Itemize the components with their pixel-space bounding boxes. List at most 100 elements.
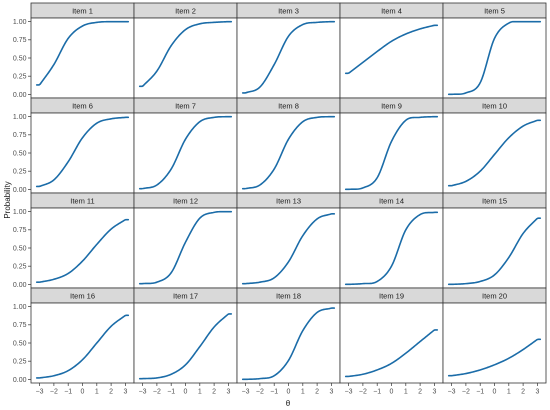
x-tick-label: 2: [315, 389, 319, 396]
facet-panel: Item 12: [133, 192, 238, 289]
x-tick-label: 0: [184, 389, 188, 396]
x-tick-label: −2: [153, 389, 161, 396]
y-tick-label: 0.50: [13, 55, 27, 62]
facet-strip-label: Item 12: [173, 197, 198, 206]
plot-panel: [236, 112, 341, 194]
series-line: [138, 20, 233, 88]
series-line: [344, 24, 439, 75]
facet-strip-label: Item 18: [276, 292, 301, 301]
x-tick-label: −1: [373, 389, 381, 396]
x-axis-title: θ: [286, 399, 291, 408]
facet-strip-label: Item 2: [175, 7, 196, 16]
y-tick-label: 0.50: [13, 245, 27, 252]
x-tick-label: 0: [287, 389, 291, 396]
facet-strip-label: Item 20: [482, 292, 507, 301]
y-tick-label: 1.00: [13, 114, 27, 121]
y-tick-label: 0.25: [13, 264, 27, 271]
x-tick-label: 1: [198, 389, 202, 396]
y-tick-label: 0.25: [13, 169, 27, 176]
facet-strip-label: Item 5: [484, 7, 505, 16]
x-tick-label: 1: [404, 389, 408, 396]
plot-panel: [133, 112, 238, 194]
facet-strip-label: Item 9: [381, 102, 402, 111]
plot-panel: [30, 112, 135, 194]
x-tick-label: 2: [109, 389, 113, 396]
facet-panel: Item 13: [236, 192, 341, 289]
y-tick-label: 0.00: [13, 92, 27, 99]
series-line: [241, 307, 336, 381]
plot-panel: [339, 207, 444, 289]
facet-panel: Item 16 0.00 0.25 0.50 0.75 1.00 −3 −2 −1 0 1 2 3: [13, 287, 135, 396]
x-tick-label: −1: [476, 389, 484, 396]
x-tick-label: −3: [36, 389, 44, 396]
y-tick-label: 1.00: [13, 304, 27, 311]
x-tick-label: −2: [359, 389, 367, 396]
plot-panel: [442, 207, 547, 289]
facet-panel: Item 3: [236, 2, 341, 99]
series-line: [35, 20, 130, 86]
series-line: [344, 211, 439, 286]
y-axis-title: Probability: [3, 181, 12, 218]
series-line: [241, 213, 336, 285]
facet-panel: Item 5: [442, 2, 547, 99]
series-line: [138, 313, 233, 380]
x-tick-label: −2: [50, 389, 58, 396]
x-tick-label: 2: [521, 389, 525, 396]
series-line: [447, 20, 542, 96]
plot-panel: [236, 207, 341, 289]
series-line: [241, 20, 336, 94]
y-tick-label: 0.75: [13, 322, 27, 329]
series-line: [447, 119, 542, 187]
plot-panel: [339, 112, 444, 194]
facet-strip-label: Item 13: [276, 197, 301, 206]
plot-panel: [442, 17, 547, 99]
facet-panel: Item 2: [133, 2, 238, 99]
y-tick-label: 1.00: [13, 19, 27, 26]
y-tick-label: 0.50: [13, 340, 27, 347]
x-tick-label: 0: [81, 389, 85, 396]
y-tick-label: 1.00: [13, 209, 27, 216]
plot-panel: [30, 302, 135, 384]
facet-strip-label: Item 19: [379, 292, 404, 301]
x-tick-label: −3: [242, 389, 250, 396]
y-tick-label: 0.75: [13, 132, 27, 139]
facet-strip-label: Item 16: [70, 292, 95, 301]
series-line: [447, 217, 542, 286]
series-line: [35, 314, 130, 379]
x-tick-label: −1: [167, 389, 175, 396]
facet-panel: Item 9: [339, 97, 444, 194]
x-tick-label: 0: [390, 389, 394, 396]
series-line: [35, 218, 130, 283]
plot-panel: [30, 207, 135, 289]
facet-strip-label: Item 8: [278, 102, 299, 111]
facet-panels: Item 1 0.00 0.25 0.50 0.75 1.00 Item 2 Item 3 It…: [13, 2, 547, 396]
x-tick-label: 0: [493, 389, 497, 396]
facet-strip-label: Item 6: [72, 102, 93, 111]
facet-strip-label: Item 11: [70, 197, 94, 206]
facet-strip-label: Item 3: [278, 7, 299, 16]
plot-panel: [133, 17, 238, 99]
plot-panel: [30, 17, 135, 99]
facet-strip-label: Item 17: [173, 292, 198, 301]
x-tick-label: 1: [95, 389, 99, 396]
facet-strip-label: Item 14: [379, 197, 404, 206]
facet-panel: Item 15: [442, 192, 547, 289]
x-tick-label: 3: [535, 389, 539, 396]
facet-panel: Item 4: [339, 2, 444, 99]
facet-strip-label: Item 4: [381, 7, 402, 16]
facet-panel: Item 11 0.00 0.25 0.50 0.75 1.00: [13, 192, 135, 289]
x-tick-label: 1: [507, 389, 511, 396]
series-line: [447, 338, 542, 377]
x-tick-label: −2: [256, 389, 264, 396]
x-tick-label: 3: [226, 389, 230, 396]
plot-panel: [133, 207, 238, 289]
plot-panel: [236, 302, 341, 384]
x-tick-label: −3: [139, 389, 147, 396]
x-tick-label: −3: [448, 389, 456, 396]
plot-panel: [133, 302, 238, 384]
y-tick-label: 0.00: [13, 377, 27, 384]
x-tick-label: 1: [301, 389, 305, 396]
y-tick-label: 0.75: [13, 227, 27, 234]
series-line: [344, 115, 439, 191]
